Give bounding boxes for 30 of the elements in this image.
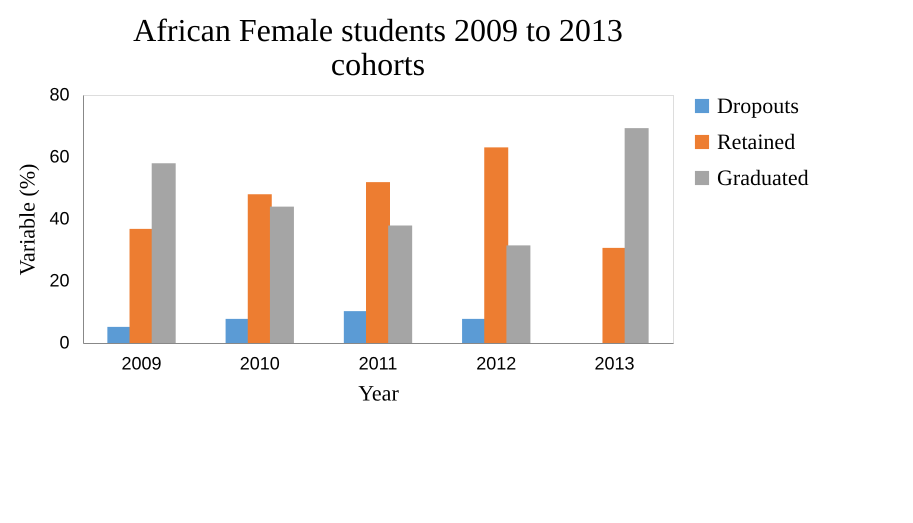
- bar: [602, 248, 626, 343]
- chart-title: African Female students 2009 to 2013 cohorts: [133, 12, 623, 82]
- y-tick-label: 20: [49, 270, 70, 290]
- bar: [152, 163, 176, 343]
- bar: [107, 326, 132, 343]
- x-tick-label: 2012: [476, 354, 516, 374]
- bar: [270, 206, 294, 343]
- bar: [506, 245, 530, 343]
- x-tick-label: 2011: [358, 354, 398, 374]
- y-axis-title: Variable (%): [14, 164, 40, 276]
- y-tick-label: 80: [49, 84, 70, 104]
- bar: [624, 128, 649, 343]
- y-tick-label: 0: [59, 332, 70, 352]
- bar: [248, 194, 272, 343]
- legend-label: Dropouts: [717, 93, 799, 118]
- legend-label: Retained: [717, 129, 796, 154]
- x-tick-label: 2010: [240, 354, 280, 374]
- legend-label: Graduated: [717, 165, 809, 190]
- x-tick-label: 2013: [594, 354, 634, 374]
- x-axis-title: Year: [358, 380, 400, 406]
- bar: [484, 147, 508, 343]
- y-tick-label: 60: [49, 146, 70, 166]
- x-tick-label: 2009: [122, 354, 162, 374]
- bar: [366, 182, 390, 343]
- bar: [462, 318, 486, 343]
- y-tick-label: 40: [49, 208, 70, 228]
- bar: [388, 226, 412, 343]
- bar: [130, 228, 154, 343]
- bar: [226, 318, 250, 343]
- bar: [344, 311, 368, 343]
